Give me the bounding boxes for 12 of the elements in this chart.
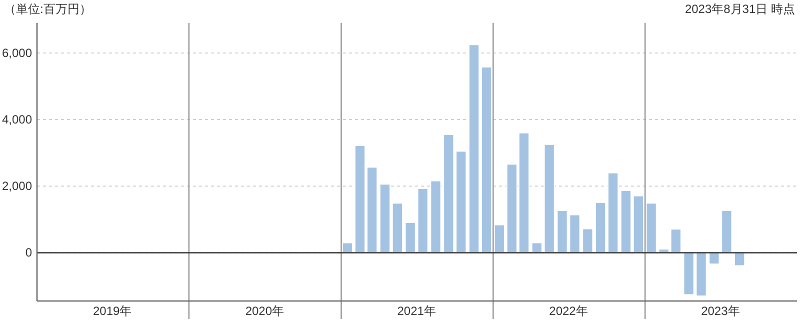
text: 2023年8月31日 時点 xyxy=(684,2,795,16)
y-tick-label: 0 xyxy=(25,246,32,260)
y-tick-label: 6,000 xyxy=(2,46,32,60)
x-tick-label: 2020年 xyxy=(245,304,284,318)
x-tick-label: 2022年 xyxy=(549,304,588,318)
x-tick-label: 2019年 xyxy=(92,304,132,318)
y-tick-label: 2,000 xyxy=(2,179,32,194)
x-tick-label: 2021年 xyxy=(397,304,436,318)
y-axis-title: （単位:百万円） xyxy=(4,2,92,16)
x-tick-label: 2023年 xyxy=(701,304,740,318)
bar xyxy=(721,210,732,254)
y-tick-label: 4,000 xyxy=(2,112,32,127)
